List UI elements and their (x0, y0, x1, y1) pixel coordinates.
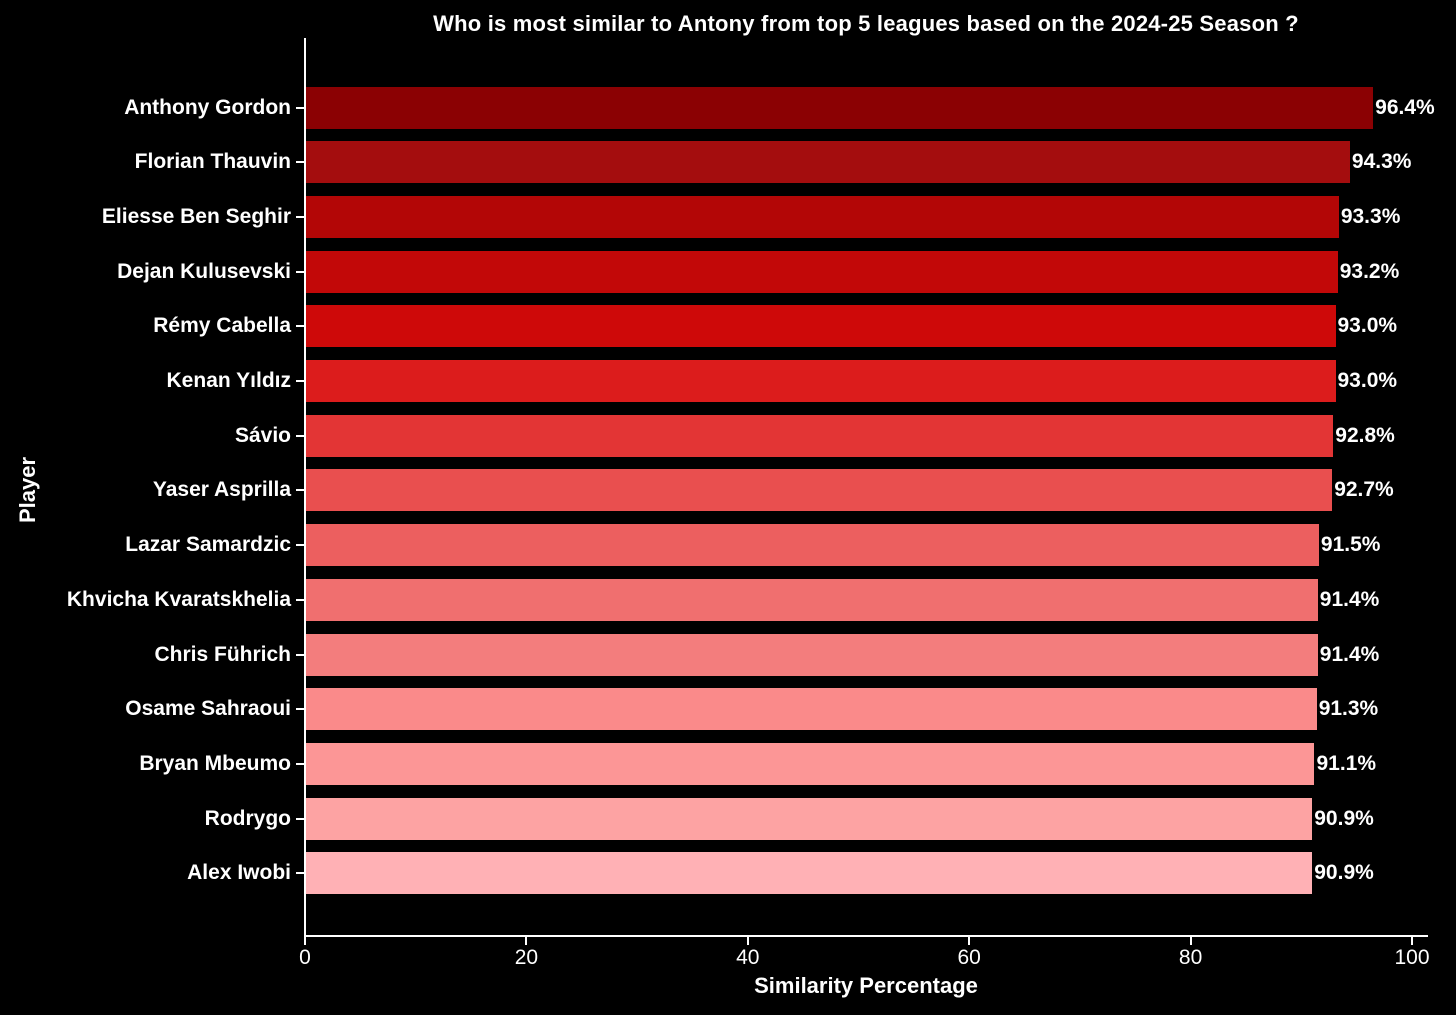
y-tick-label: Sávio (234, 423, 291, 447)
y-tick-label: Rodrygo (204, 806, 291, 830)
bar-value-label: 93.3% (1340, 204, 1401, 228)
y-tick-mark (296, 270, 305, 273)
x-tick-label: 0 (299, 946, 311, 969)
y-tick-label: Osame Sahraoui (125, 697, 291, 721)
y-tick-label: Kenan Yıldız (166, 369, 291, 393)
x-tick-mark (304, 936, 306, 945)
x-tick-label: 20 (514, 946, 539, 969)
y-tick-label: Chris Führich (154, 642, 291, 666)
bar (306, 633, 1318, 676)
y-tick-mark (296, 544, 305, 547)
y-tick-label: Yaser Asprilla (152, 478, 291, 502)
bar (306, 141, 1350, 184)
bar-value-label: 91.5% (1320, 533, 1381, 557)
bar (306, 852, 1313, 895)
x-tick-label: 80 (1178, 946, 1203, 969)
y-tick-mark (296, 872, 305, 875)
y-tick-label: Eliesse Ben Seghir (101, 204, 291, 228)
y-tick-mark (296, 325, 305, 328)
bar (306, 414, 1334, 457)
x-tick-mark (1189, 936, 1192, 945)
chart-title: Who is most similar to Antony from top 5… (433, 11, 1299, 36)
x-axis-label: Similarity Percentage (754, 973, 978, 998)
bar (306, 578, 1318, 621)
x-tick-mark (746, 936, 749, 945)
bar-value-label: 92.8% (1335, 423, 1395, 447)
y-tick-mark (296, 215, 305, 218)
x-tick-mark (968, 936, 971, 945)
bar-value-label: 93.0% (1337, 314, 1398, 338)
y-tick-mark (296, 489, 305, 492)
x-tick-mark (525, 936, 528, 945)
y-tick-label: Alex Iwobi (187, 861, 291, 885)
y-tick-mark (296, 434, 305, 437)
y-tick-mark (296, 653, 305, 656)
bar (306, 797, 1313, 840)
bar-value-label: 96.4% (1375, 95, 1435, 119)
y-tick-label: Khvicha Kvaratskhelia (66, 587, 291, 611)
y-tick-mark (296, 708, 305, 711)
bar-value-label: 90.9% (1314, 806, 1374, 830)
y-tick-mark (296, 598, 305, 601)
y-tick-mark (296, 763, 305, 766)
y-tick-label: Dejan Kulusevski (117, 259, 291, 283)
y-tick-label: Florian Thauvin (134, 150, 291, 174)
bar (306, 195, 1339, 238)
y-tick-mark (296, 106, 305, 109)
bar-value-label: 90.9% (1314, 861, 1374, 885)
bar (306, 360, 1336, 403)
bar (306, 305, 1336, 348)
y-tick-mark (296, 380, 305, 383)
bar (306, 524, 1319, 567)
x-tick-mark (1411, 936, 1413, 945)
bar-value-label: 91.1% (1316, 752, 1377, 776)
y-tick-label: Bryan Mbeumo (139, 752, 291, 776)
y-tick-mark (296, 161, 305, 164)
x-tick-label: 60 (957, 946, 981, 969)
bar-value-label: 93.2% (1339, 259, 1400, 283)
y-tick-label: Lazar Samardzic (125, 533, 291, 557)
x-tick-label: 40 (736, 946, 760, 969)
bar-value-label: 92.7% (1334, 478, 1394, 502)
bar-value-label: 93.0% (1337, 369, 1398, 393)
bar (306, 743, 1315, 786)
y-tick-mark (296, 817, 305, 820)
y-tick-label: Rémy Cabella (153, 314, 291, 338)
bar (306, 688, 1317, 731)
bar (306, 469, 1333, 512)
bar-value-label: 91.3% (1318, 697, 1379, 721)
bar-value-label: 91.4% (1319, 642, 1380, 666)
y-tick-label: Anthony Gordon (124, 95, 291, 119)
x-tick-label: 100 (1394, 946, 1430, 969)
bar (306, 250, 1338, 293)
y-axis-spine (304, 38, 306, 937)
x-axis-spine (304, 935, 1428, 937)
bar-value-label: 94.3% (1351, 150, 1412, 174)
bar (306, 86, 1374, 129)
bar-value-label: 91.4% (1319, 587, 1380, 611)
